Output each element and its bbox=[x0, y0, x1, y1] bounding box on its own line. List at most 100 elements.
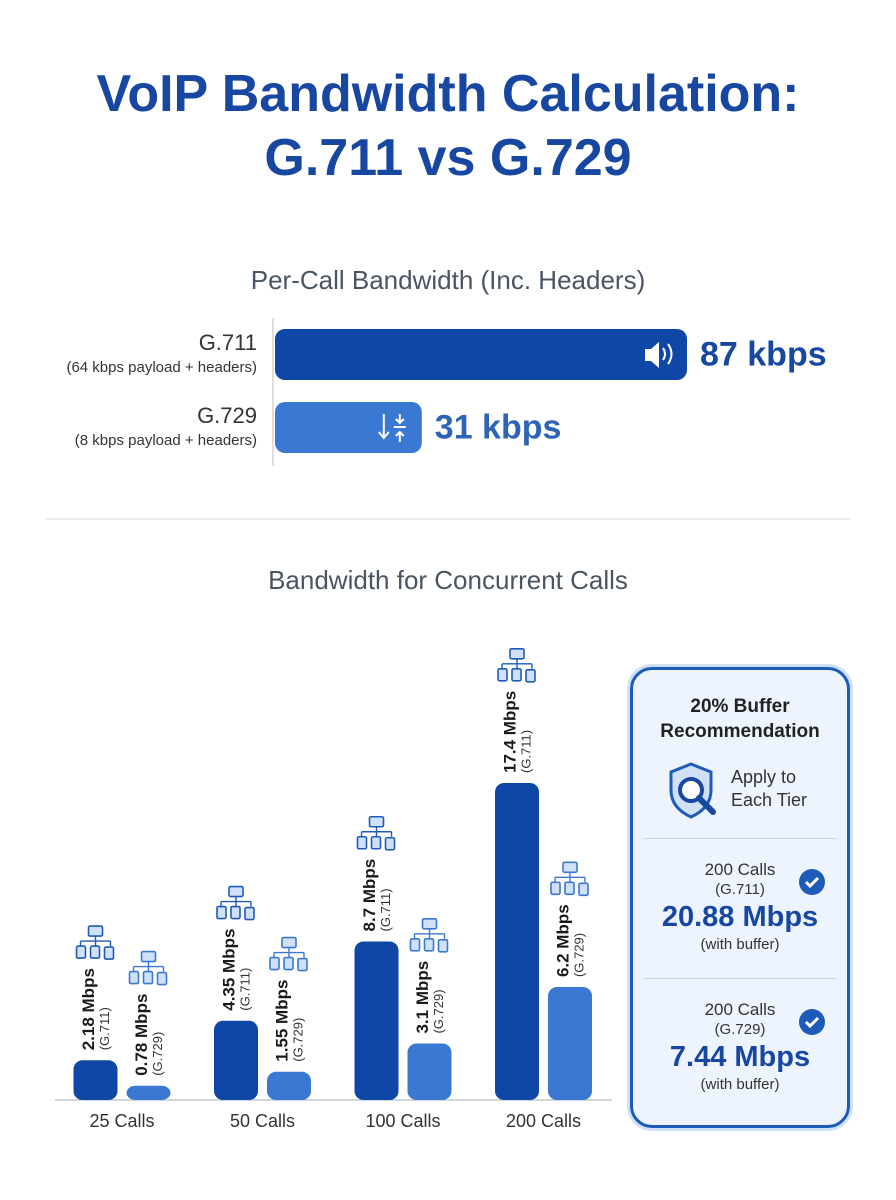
compress-icon bbox=[378, 414, 406, 442]
icon-part bbox=[550, 881, 561, 896]
icon-part bbox=[103, 946, 115, 960]
network-icon bbox=[128, 950, 168, 986]
icon-part bbox=[423, 937, 435, 952]
bar bbox=[275, 402, 422, 453]
series-label: (G.711) bbox=[97, 1007, 112, 1050]
icon-part bbox=[216, 905, 227, 920]
icon-part bbox=[562, 861, 578, 874]
value-label: 3.1 Mbps bbox=[413, 961, 432, 1034]
icon-part bbox=[384, 836, 396, 851]
icon-part bbox=[220, 896, 252, 907]
category-note: (8 kbps payload + headers) bbox=[75, 432, 257, 449]
icon-part bbox=[525, 668, 536, 683]
value-label: 4.35 Mbps bbox=[219, 929, 238, 1011]
item-value: 20.88 Mbps bbox=[661, 901, 819, 933]
bar bbox=[126, 1085, 171, 1100]
icon-part bbox=[413, 928, 446, 939]
series-label: (G.711) bbox=[518, 730, 533, 773]
icon-part bbox=[75, 945, 87, 959]
icon-part bbox=[437, 938, 449, 953]
value-label: 0.78 Mbps bbox=[132, 994, 151, 1076]
speaker-icon bbox=[662, 343, 673, 365]
series-label: (G.729) bbox=[150, 1032, 165, 1076]
bar bbox=[495, 783, 539, 1100]
bar bbox=[267, 1071, 311, 1100]
bar bbox=[407, 1043, 452, 1100]
value-label: 87 kbps bbox=[700, 335, 827, 373]
icon-part bbox=[281, 936, 297, 949]
icon-part bbox=[128, 970, 140, 985]
icon-part bbox=[244, 906, 255, 921]
icon-part bbox=[156, 971, 168, 986]
value-label: 8.7 Mbps bbox=[360, 859, 379, 932]
item-codec: (G.729) bbox=[714, 1021, 766, 1038]
check-icon bbox=[799, 1009, 825, 1035]
icon-part bbox=[554, 872, 586, 883]
item-calls: 200 Calls bbox=[704, 860, 776, 879]
icon-part bbox=[356, 835, 368, 850]
value-label: 31 kbps bbox=[435, 408, 562, 446]
category-note: (64 kbps payload + headers) bbox=[66, 359, 257, 376]
shield-icon bbox=[669, 762, 716, 819]
icon-part bbox=[132, 961, 165, 972]
icon-part bbox=[79, 936, 112, 947]
icon-part bbox=[501, 658, 533, 669]
icon-part bbox=[509, 647, 525, 660]
icon-part bbox=[370, 835, 382, 850]
buffer-title: 20% Buffer Recommendation bbox=[660, 696, 820, 742]
x-tick-label: 50 Calls bbox=[230, 1111, 295, 1131]
icon-part bbox=[230, 905, 241, 920]
bar bbox=[548, 987, 592, 1100]
separator bbox=[643, 978, 837, 979]
icon-part bbox=[269, 956, 280, 971]
icon-part bbox=[564, 881, 575, 896]
bar bbox=[73, 1060, 118, 1100]
network-icon bbox=[497, 647, 536, 683]
network-icon bbox=[269, 936, 308, 972]
icon-part bbox=[89, 945, 101, 959]
icon-part bbox=[142, 970, 154, 985]
icon-part bbox=[421, 917, 438, 930]
x-tick-label: 200 Calls bbox=[506, 1111, 581, 1131]
icon-part bbox=[283, 956, 294, 971]
series-label: (G.729) bbox=[290, 1018, 305, 1062]
icon-part bbox=[87, 925, 104, 937]
item-note: (with buffer) bbox=[700, 936, 780, 953]
category-label: G.729 bbox=[197, 403, 257, 428]
buffer-box: 20% Buffer Recommendation Apply to Each … bbox=[630, 667, 850, 1128]
series-label: (G.729) bbox=[571, 933, 586, 977]
series-label: (G.729) bbox=[431, 989, 446, 1033]
icon-part bbox=[140, 950, 157, 963]
network-icon bbox=[75, 925, 115, 960]
bar bbox=[354, 941, 399, 1100]
value-label: 2.18 Mbps bbox=[79, 968, 98, 1050]
series-label: (G.711) bbox=[237, 968, 252, 1011]
icon-part bbox=[273, 947, 305, 958]
item-calls: 200 Calls bbox=[704, 1000, 776, 1019]
buffer-item: 200 Calls (G.729) 7.44 Mbps (with buffer… bbox=[633, 1000, 847, 1094]
bar bbox=[214, 1020, 258, 1100]
main-title: VoIP Bandwidth Calculation: G.711 vs G.7… bbox=[96, 65, 800, 187]
chart-title: Per-Call Bandwidth (Inc. Headers) bbox=[251, 265, 646, 295]
value-label: 6.2 Mbps bbox=[553, 904, 572, 977]
network-icon bbox=[550, 861, 589, 897]
icon-part bbox=[511, 667, 522, 682]
x-tick-label: 25 Calls bbox=[89, 1111, 154, 1131]
item-note: (with buffer) bbox=[700, 1076, 780, 1093]
item-value: 7.44 Mbps bbox=[669, 1041, 811, 1073]
bar bbox=[275, 329, 687, 380]
icon-part bbox=[497, 667, 508, 682]
icon-part bbox=[578, 882, 589, 897]
icon-part bbox=[409, 937, 421, 952]
icon-part bbox=[368, 815, 385, 828]
category-label: G.711 bbox=[199, 330, 257, 355]
network-icon bbox=[409, 917, 449, 953]
buffer-subtitle: Apply to Each Tier bbox=[731, 767, 808, 810]
check-icon bbox=[799, 869, 825, 895]
separator bbox=[643, 838, 837, 839]
value-label: 1.55 Mbps bbox=[272, 980, 291, 1062]
chart-title: Bandwidth for Concurrent Calls bbox=[268, 565, 628, 595]
buffer-item: 200 Calls (G.711) 20.88 Mbps (with buffe… bbox=[633, 860, 847, 954]
